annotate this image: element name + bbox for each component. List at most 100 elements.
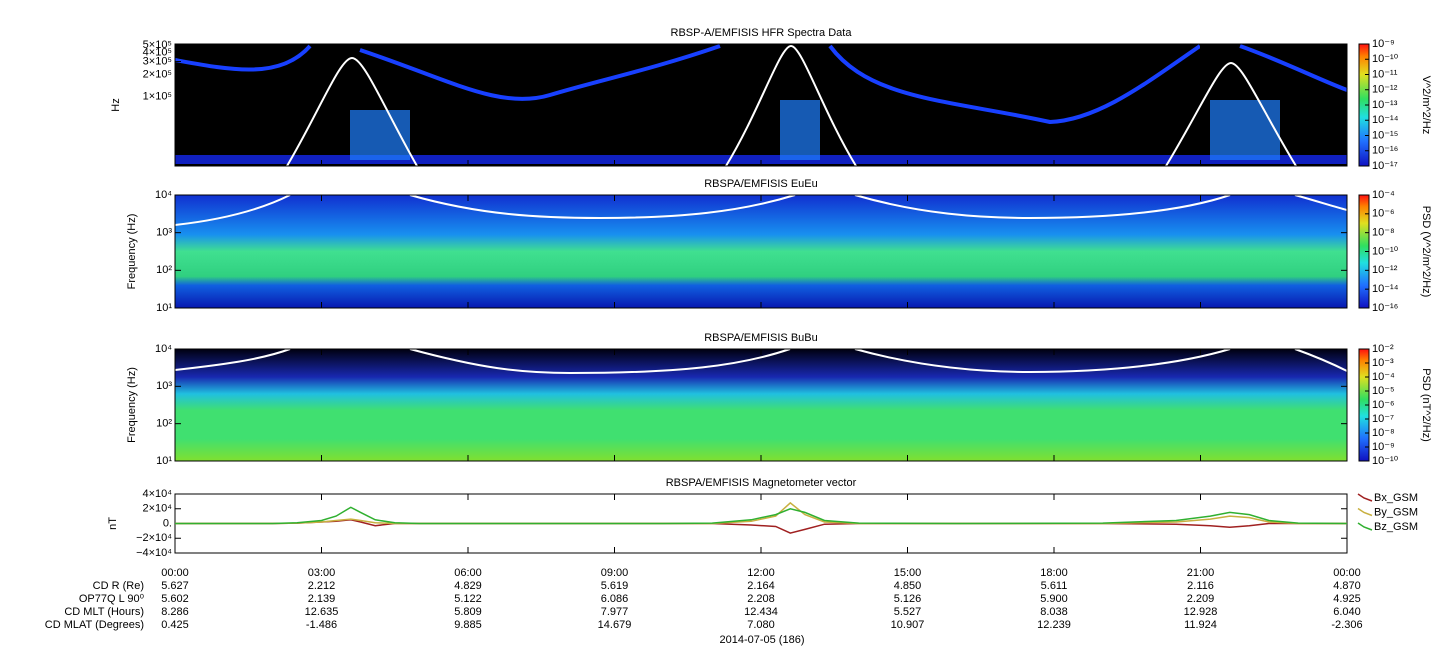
colorbar-tick-label: 10⁻² bbox=[1372, 343, 1394, 355]
y-tick-label: 1×10⁵ bbox=[143, 90, 172, 102]
colorbar-tick-label: 10⁻⁹ bbox=[1372, 441, 1395, 453]
row-value: 12.239 bbox=[1037, 619, 1071, 631]
row-value: 12.635 bbox=[305, 606, 339, 618]
y-tick-label: 10⁴ bbox=[155, 343, 172, 355]
row-value: -1.486 bbox=[306, 619, 337, 631]
y-tick-label: 5×10⁵ bbox=[143, 39, 172, 51]
row-value: 2.116 bbox=[1187, 580, 1214, 592]
y-tick-label: 10³ bbox=[156, 380, 172, 392]
date-label: 2014-07-05 (186) bbox=[719, 634, 804, 646]
colorbar-tick-label: 10⁻⁸ bbox=[1372, 427, 1395, 439]
row-value: 4.870 bbox=[1333, 580, 1361, 592]
legend-swatch bbox=[1357, 507, 1373, 517]
legend-label: By_GSM bbox=[1374, 506, 1418, 518]
y-axis-label: Frequency (Hz) bbox=[126, 214, 138, 290]
colorbar-tick-label: 10⁻⁷ bbox=[1372, 413, 1394, 425]
row-value: 5.126 bbox=[894, 593, 922, 605]
legend-swatch bbox=[1357, 522, 1373, 531]
y-tick-label: 4×10⁵ bbox=[143, 46, 172, 58]
row-value: 14.679 bbox=[598, 619, 632, 631]
series-line bbox=[175, 501, 1347, 525]
y-axis-label: Hz bbox=[110, 98, 122, 111]
y-tick-label: −4×10⁴ bbox=[136, 547, 172, 559]
y-axis-label: nT bbox=[107, 517, 119, 530]
row-value: 5.809 bbox=[454, 606, 482, 618]
colorbar-tick-label: 10⁻³ bbox=[1372, 357, 1394, 369]
row-value: 4.925 bbox=[1333, 593, 1361, 605]
row-value: 2.209 bbox=[1187, 593, 1215, 605]
row-value: 2.208 bbox=[747, 593, 775, 605]
row-label: CD MLAT (Degrees) bbox=[45, 619, 144, 631]
colorbar-tick-label: 10⁻⁵ bbox=[1372, 385, 1395, 397]
colorbar-label: PSD (V^2/m^2/Hz) bbox=[1420, 206, 1432, 298]
x-tick-label: 09:00 bbox=[601, 567, 629, 579]
y-tick-label: 10¹ bbox=[156, 455, 172, 467]
row-value: 0.425 bbox=[161, 619, 189, 631]
row-value: 5.627 bbox=[161, 580, 189, 592]
row-value: 7.977 bbox=[601, 606, 629, 618]
row-label: OP77Q L 90⁰ bbox=[79, 593, 145, 605]
x-tick-label: 00:00 bbox=[161, 567, 189, 579]
y-axis-label: Frequency (Hz) bbox=[126, 367, 138, 443]
legend-label: Bx_GSM bbox=[1374, 492, 1418, 504]
panel-title: RBSPA/EMFISIS BuBu bbox=[704, 332, 818, 344]
x-tick-label: 06:00 bbox=[454, 567, 482, 579]
row-value: 6.086 bbox=[601, 593, 629, 605]
colorbar-tick-label: 10⁻¹⁴ bbox=[1372, 283, 1399, 295]
row-value: 5.122 bbox=[454, 593, 482, 605]
row-label: CD MLT (Hours) bbox=[64, 606, 144, 618]
colorbar-tick-label: 10⁻⁹ bbox=[1372, 38, 1395, 50]
row-value: 5.602 bbox=[161, 593, 189, 605]
y-tick-label: 10⁴ bbox=[155, 189, 172, 201]
panel-title: RBSPA/EMFISIS EuEu bbox=[704, 178, 818, 190]
row-value: 8.286 bbox=[161, 606, 189, 618]
x-tick-label: 12:00 bbox=[747, 567, 775, 579]
x-tick-label: 18:00 bbox=[1040, 567, 1068, 579]
row-label: CD R (Re) bbox=[93, 580, 144, 592]
row-value: 5.900 bbox=[1040, 593, 1068, 605]
y-tick-label: 10¹ bbox=[156, 302, 172, 314]
y-tick-label: 10² bbox=[156, 264, 172, 276]
row-value: 8.038 bbox=[1040, 606, 1068, 618]
row-value: 9.885 bbox=[454, 619, 482, 631]
row-value: 5.619 bbox=[601, 580, 629, 592]
colorbar-tick-label: 10⁻¹⁵ bbox=[1372, 129, 1398, 141]
row-value: 4.829 bbox=[454, 580, 482, 592]
legend-swatch bbox=[1357, 493, 1373, 502]
y-tick-label: 10² bbox=[156, 418, 172, 430]
row-value: 12.928 bbox=[1184, 606, 1218, 618]
colorbar-image bbox=[1359, 44, 1369, 461]
spectrogram-image bbox=[174, 44, 1348, 461]
y-tick-label: 10³ bbox=[156, 227, 172, 239]
row-value: 5.611 bbox=[1041, 580, 1068, 592]
row-value: 2.164 bbox=[747, 580, 775, 592]
colorbar-label: V^2/m^2/Hz bbox=[1420, 76, 1432, 135]
row-value: 4.850 bbox=[894, 580, 922, 592]
colorbar-tick-label: 10⁻¹⁰ bbox=[1372, 53, 1399, 65]
row-value: 2.212 bbox=[308, 580, 336, 592]
colorbar-tick-label: 10⁻¹⁴ bbox=[1372, 114, 1399, 126]
row-value: 6.040 bbox=[1333, 606, 1361, 618]
panel-title: RBSP-A/EMFISIS HFR Spectra Data bbox=[671, 27, 853, 39]
colorbar-tick-label: 10⁻⁴ bbox=[1372, 371, 1395, 383]
x-tick-label: 21:00 bbox=[1187, 567, 1215, 579]
row-value: 7.080 bbox=[747, 619, 775, 631]
x-tick-label: 15:00 bbox=[894, 567, 922, 579]
row-value: 2.139 bbox=[308, 593, 336, 605]
panel-title: RBSPA/EMFISIS Magnetometer vector bbox=[666, 477, 857, 489]
row-value: 12.434 bbox=[744, 606, 778, 618]
row-value: 10.907 bbox=[891, 619, 925, 631]
colorbar-tick-label: 10⁻¹³ bbox=[1372, 99, 1398, 111]
cyclotron-curve bbox=[174, 44, 1348, 375]
colorbar-tick-label: 10⁻⁸ bbox=[1372, 227, 1395, 239]
series-line bbox=[175, 506, 1348, 525]
legend-label: Bz_GSM bbox=[1374, 521, 1418, 533]
colorbar-tick-label: 10⁻¹⁷ bbox=[1372, 160, 1398, 172]
colorbar-tick-label: 10⁻¹⁶ bbox=[1372, 302, 1398, 314]
colorbar-tick-label: 10⁻¹² bbox=[1372, 264, 1398, 276]
x-tick-label: 03:00 bbox=[308, 567, 336, 579]
row-value: 5.527 bbox=[894, 606, 922, 618]
colorbar-tick-label: 10⁻⁶ bbox=[1372, 208, 1395, 220]
y-tick-label: −2×10⁴ bbox=[136, 532, 172, 544]
